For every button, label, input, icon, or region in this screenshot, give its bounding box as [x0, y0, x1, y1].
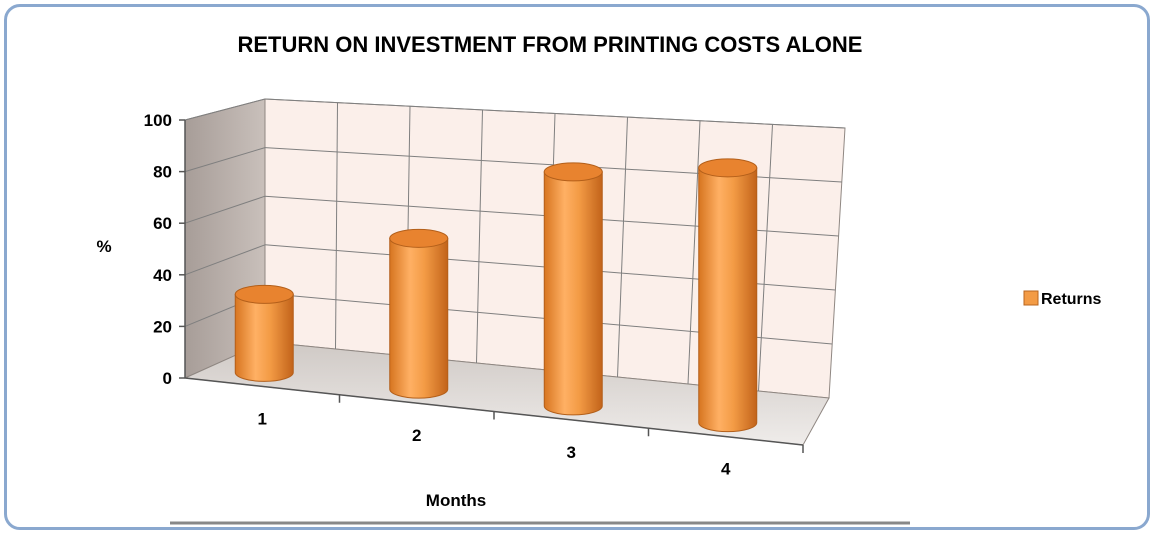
bar-top [698, 158, 758, 178]
gridline-vertical [476, 109, 483, 364]
bar [543, 162, 603, 416]
bar [389, 228, 449, 399]
gridline-side [184, 98, 266, 121]
bar-top [389, 228, 449, 248]
bar-top [234, 284, 294, 304]
x-tick-label: 1 [258, 409, 267, 428]
gridline-vertical [335, 102, 338, 350]
bar-body [234, 293, 294, 382]
x-tick-labels: 1 2 3 4 [258, 394, 804, 479]
gridline-vertical [687, 120, 701, 385]
x-tick-label: 3 [567, 443, 576, 462]
y-tick-label: 100 [144, 111, 172, 130]
legend: Returns [1023, 290, 1102, 308]
gridline-side [184, 195, 266, 224]
gridline-side [184, 147, 266, 173]
bar [698, 158, 758, 433]
x-axis-label: Months [426, 491, 486, 510]
y-tick-labels: 0 20 40 60 80 100 [144, 111, 185, 388]
bar [234, 284, 294, 382]
y-tick-label: 0 [163, 369, 172, 388]
x-tick-label: 2 [412, 426, 421, 445]
y-tick-label: 60 [153, 214, 172, 233]
chart-title: RETURN ON INVESTMENT FROM PRINTING COSTS… [238, 32, 863, 57]
bar-body [543, 171, 603, 416]
gridline-vertical [617, 117, 628, 378]
y-tick-label: 80 [153, 163, 172, 182]
y-tick-label: 40 [153, 266, 172, 285]
y-axis-label: % [96, 237, 111, 256]
gridline-vertical [758, 124, 773, 392]
gridline-side [184, 244, 266, 276]
legend-label: Returns [1041, 291, 1102, 308]
bar-body [389, 237, 449, 399]
bar-body [698, 167, 758, 433]
x-tick-label: 4 [721, 460, 731, 479]
legend-swatch [1023, 290, 1039, 306]
y-tick-label: 20 [153, 317, 172, 336]
bars [234, 158, 758, 433]
bar-top [543, 162, 603, 182]
